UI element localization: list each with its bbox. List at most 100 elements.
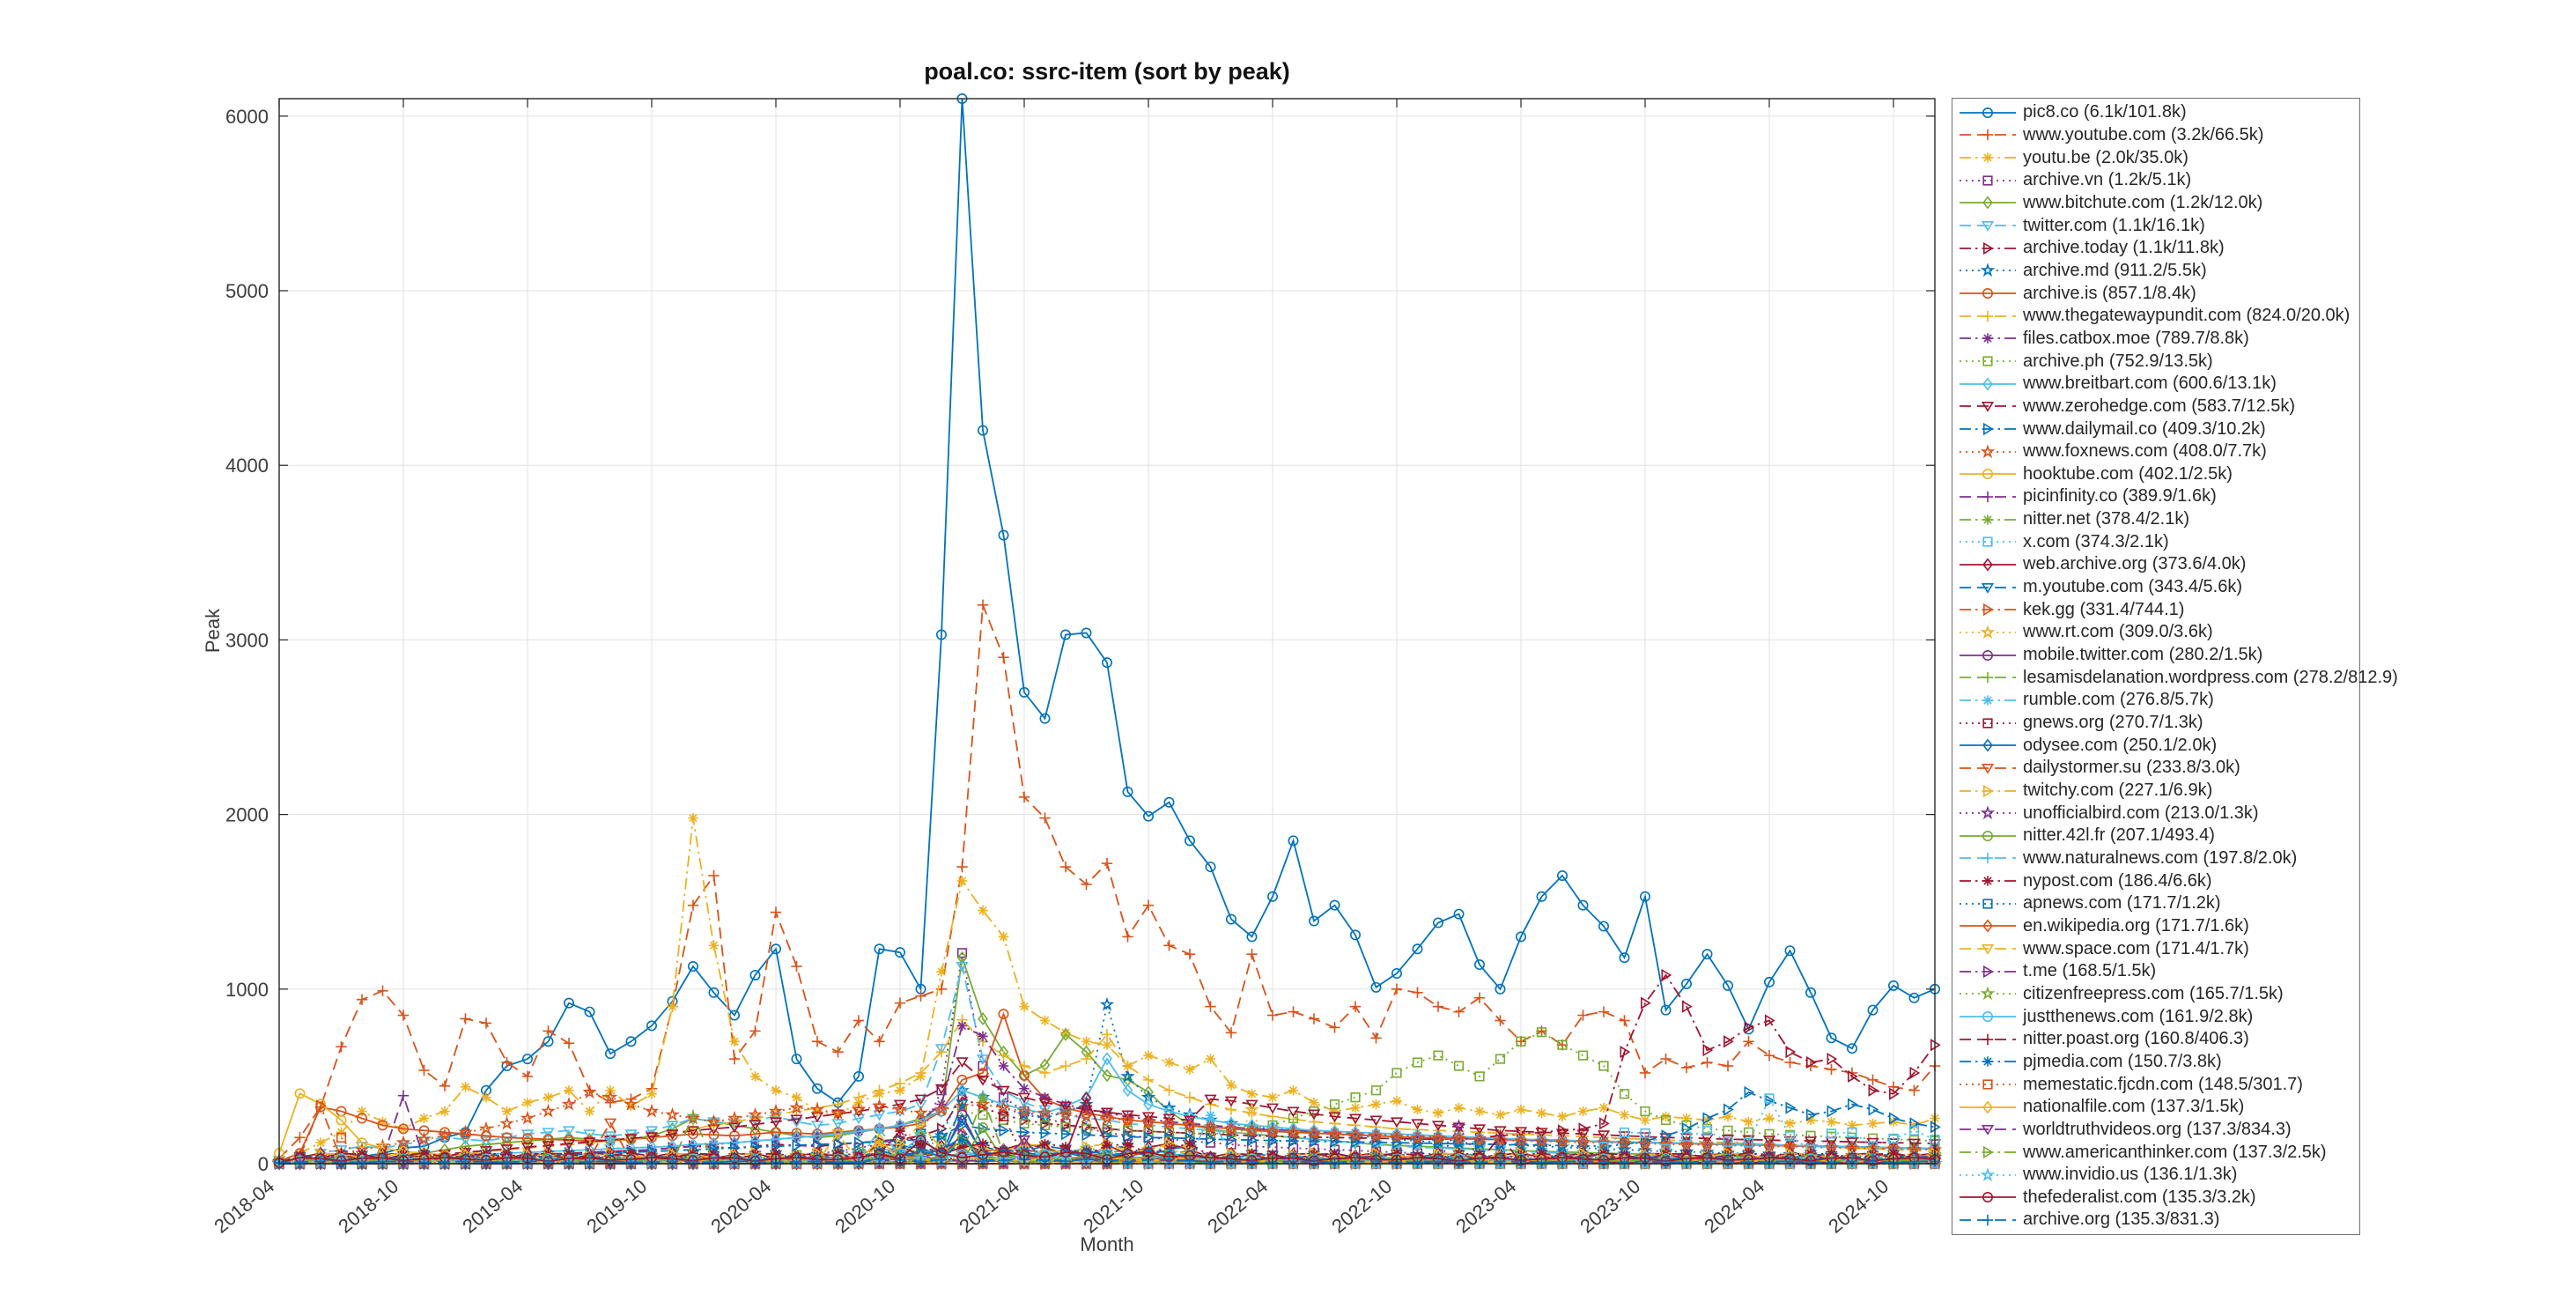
chart-title: poal.co: ssrc-item (sort by peak) [924,58,1290,85]
legend-label: rumble.com (276.8/5.7k) [2023,690,2214,710]
legend-label: archive.org (135.3/831.3) [2023,1210,2220,1230]
legend-line-sample [1960,402,2016,413]
legend-label: www.thegatewaypundit.com (824.0/20.0k) [2023,306,2351,326]
legend-line-sample [1960,830,2016,841]
legend-label: files.catbox.moe (789.7/8.8k) [2023,328,2249,348]
legend-label: www.youtube.com (3.2k/66.5k) [2023,124,2264,144]
legend-entry: memestatic.fjcdn.com (148.5/301.7) [1952,1073,2359,1096]
svg-text:2024-10: 2024-10 [1824,1175,1893,1238]
legend-line-sample [1960,1125,2016,1136]
legend-entry: mobile.twitter.com (280.2/1.5k) [1952,644,2359,667]
legend-line-sample [1960,944,2016,955]
legend-entry: www.bitchute.com (1.2k/12.0k) [1952,192,2359,215]
legend-entry: t.me (168.5/1.5k) [1952,960,2359,983]
legend-entry: pic8.co (6.1k/101.8k) [1952,101,2359,124]
legend-label: unofficialbird.com (213.0/1.3k) [2023,803,2259,823]
legend-label: hooktube.com (402.1/2.5k) [2023,463,2233,484]
legend-label: kek.gg (331.4/744.1) [2023,599,2185,619]
legend-line-sample [1960,582,2016,594]
legend-line-sample [1960,310,2016,322]
legend-entry: www.americanthinker.com (137.3/2.5k) [1952,1141,2359,1164]
legend-entry: archive.org (135.3/831.3) [1952,1209,2359,1232]
legend-line-sample [1960,853,2016,864]
legend-label: www.space.com (171.4/1.7k) [2023,938,2249,958]
svg-text:6000: 6000 [225,106,269,128]
legend-label: nypost.com (186.4/6.6k) [2023,870,2212,891]
legend-label: mobile.twitter.com (280.2/1.5k) [2023,645,2263,665]
legend-line-sample [1960,129,2016,141]
svg-text:2023-10: 2023-10 [1576,1175,1644,1238]
legend-label: justthenews.com (161.9/2.8k) [2023,1006,2254,1026]
series-youtu.be [274,812,1940,1169]
legend-line-sample [1960,263,2016,277]
svg-text:0: 0 [258,1153,269,1175]
legend-label: en.wikipedia.org (171.7/1.6k) [2023,915,2249,936]
svg-text:2018-10: 2018-10 [334,1175,402,1238]
legend-entry: www.space.com (171.4/1.7k) [1952,937,2359,960]
svg-text:2021-10: 2021-10 [1079,1175,1148,1238]
svg-text:2022-10: 2022-10 [1327,1175,1396,1238]
svg-text:3000: 3000 [225,629,269,651]
legend-label: web.archive.org (373.6/4.0k) [2023,554,2247,574]
legend-line-sample [1960,1214,2016,1226]
legend-entry: m.youtube.com (343.4/5.6k) [1952,576,2359,599]
legend-line-sample [1960,152,2016,163]
legend-label: pjmedia.com (150.7/3.8k) [2023,1051,2222,1071]
legend-line-sample [1960,536,2016,547]
y-tick-labels: 0 1000 2000 3000 4000 5000 6000 [225,106,269,1175]
legend-entry: www.zerohedge.com (583.7/12.5k) [1952,396,2359,418]
legend-line-sample [1960,625,2016,640]
legend-entry: archive.today (1.1k/11.8k) [1952,237,2359,260]
legend-line-sample [1960,805,2016,820]
x-axis-label: Month [1080,1233,1134,1255]
svg-text:2022-04: 2022-04 [1203,1175,1272,1238]
svg-text:2000: 2000 [225,804,269,826]
legend-label: www.naturalnews.com (197.8/2.0k) [2023,847,2298,868]
legend-entry: youtu.be (2.0k/35.0k) [1952,146,2359,169]
svg-text:2019-10: 2019-10 [582,1175,651,1238]
legend-entry: nypost.com (186.4/6.6k) [1952,869,2359,892]
legend-entry: nitter.42l.fr (207.1/493.4) [1952,825,2359,847]
legend-label: pic8.co (6.1k/101.8k) [2023,102,2187,122]
legend-line-sample [1960,469,2016,480]
legend-entry: thefederalist.com (135.3/3.2k) [1952,1187,2359,1210]
legend-label: archive.ph (752.9/13.5k) [2023,351,2213,371]
legend-line-sample [1960,107,2016,118]
y-axis-label: Peak [202,608,224,654]
legend-label: dailystormer.su (233.8/3.0k) [2023,758,2240,778]
legend-entry: worldtruthvideos.org (137.3/834.3) [1952,1119,2359,1142]
legend-label: x.com (374.3/2.1k) [2023,531,2169,551]
legend-label: apnews.com (171.7/1.2k) [2023,893,2221,914]
legend-entry: www.thegatewaypundit.com (824.0/20.0k) [1952,305,2359,328]
legend-label: archive.vn (1.2k/5.1k) [2023,170,2192,190]
legend-line-sample [1960,241,2016,255]
legend-label: citizenfreepress.com (165.7/1.5k) [2023,983,2284,1003]
legend-label: youtu.be (2.0k/35.0k) [2023,147,2188,167]
x-tick-labels: 2018-04 2018-10 2019-04 2019-10 2020-04 2020-… [210,1175,1893,1238]
svg-text:2020-10: 2020-10 [830,1175,899,1238]
legend-line-sample [1960,1100,2016,1114]
legend-label: www.americanthinker.com (137.3/2.5k) [2023,1142,2327,1162]
legend-entry: archive.md (911.2/5.5k) [1952,260,2359,283]
legend-line-sample [1960,965,2016,978]
legend-entry: apnews.com (171.7/1.2k) [1952,892,2359,915]
legend-entry: justthenews.com (161.9/2.8k) [1952,1005,2359,1028]
legend-entry: www.breitbart.com (600.6/13.1k) [1952,373,2359,396]
legend-line-sample [1960,784,2016,797]
legend-entry: twitchy.com (227.1/6.9k) [1952,780,2359,803]
legend-label: twitter.com (1.1k/16.1k) [2023,215,2205,235]
series-www.youtube.com [273,599,1941,1165]
legend-line-sample [1960,444,2016,458]
legend-entry: nitter.net (378.4/2.1k) [1952,508,2359,531]
legend-label: nitter.42l.fr (207.1/493.4) [2023,825,2215,846]
legend-line-sample [1960,491,2016,503]
legend-line-sample [1960,763,2016,774]
legend-label: memestatic.fjcdn.com (148.5/301.7) [2023,1074,2303,1094]
legend-label: www.zerohedge.com (583.7/12.5k) [2023,396,2296,416]
legend-line-sample [1960,333,2016,344]
legend-line-sample [1960,558,2016,572]
legend-entry: kek.gg (331.4/744.1) [1952,598,2359,621]
legend-line-sample [1960,603,2016,617]
legend-label: gnews.org (270.7/1.3k) [2023,713,2203,733]
